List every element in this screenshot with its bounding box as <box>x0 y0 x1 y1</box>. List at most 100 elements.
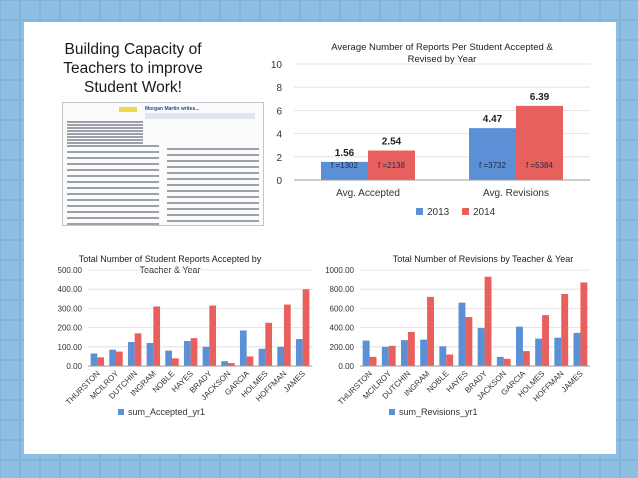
background-tile <box>1 241 19 259</box>
thumbnail-text-line <box>67 181 159 183</box>
legend-swatch <box>118 409 124 415</box>
background-tile <box>501 1 519 19</box>
y-tick-label: 1000.00 <box>325 266 354 275</box>
slide-title-line-2: Teachers to improve <box>63 60 203 77</box>
y-tick-label: 4 <box>276 130 282 141</box>
background-tile <box>1 21 19 39</box>
background-tile <box>341 461 359 478</box>
background-tile <box>1 81 19 99</box>
blog-post-screenshot: Morgan Martin writes... <box>62 102 264 226</box>
thumbnail-text-line <box>67 130 143 132</box>
background-tile <box>61 1 79 19</box>
chart-title-line-2: Revised by Year <box>408 54 477 65</box>
background-tile <box>501 461 519 478</box>
y-tick-label: 8 <box>276 83 282 94</box>
background-tile <box>1 181 19 199</box>
background-tile <box>621 101 638 119</box>
background-tile <box>81 1 99 19</box>
y-tick-label: 2 <box>276 153 282 164</box>
thumbnail-text-line <box>167 208 259 210</box>
thumbnail-text-line <box>67 187 159 189</box>
background-tile <box>321 461 339 478</box>
bar-2014-ingram <box>427 296 434 366</box>
background-tile <box>1 261 19 279</box>
thumbnail-text-line <box>67 133 143 135</box>
bar-2014-james <box>302 289 310 366</box>
bar-2013-mcilroy <box>109 349 116 366</box>
y-tick-label: 200.00 <box>330 343 355 352</box>
y-tick-label: 0.00 <box>338 362 354 371</box>
background-tile <box>1 41 19 59</box>
bar-inner-label: f =1302 <box>331 161 358 170</box>
background-tile <box>1 361 19 379</box>
y-tick-label: 300.00 <box>58 304 83 313</box>
bar-2014-holmes <box>542 315 549 366</box>
background-tile <box>621 261 638 279</box>
bar-2014-hayes <box>465 317 473 366</box>
background-tile <box>481 461 499 478</box>
background-tile <box>621 141 638 159</box>
background-tile <box>201 461 219 478</box>
background-tile <box>401 1 419 19</box>
thumbnail-text-line <box>167 178 259 180</box>
bar-2013-mcilroy <box>381 346 389 366</box>
bar-2013-garcia <box>516 326 523 366</box>
chart-title-line-1: Total Number of Student Reports Accepted… <box>79 254 262 264</box>
thumbnail-text-line <box>67 199 159 201</box>
bar-2014-brady <box>484 276 492 366</box>
y-tick-label: 10 <box>271 60 283 71</box>
y-tick-label: 200.00 <box>58 324 83 333</box>
bar-2014-thurston <box>369 356 377 366</box>
chart-title-line-1: Total Number of Revisions by Teacher & Y… <box>393 254 573 264</box>
bar-2014-ingram <box>153 306 161 366</box>
background-tile <box>161 1 179 19</box>
thumbnail-text-line <box>167 214 259 216</box>
thumbnail-text-line <box>67 142 143 144</box>
thumbnail-text-line <box>67 169 159 171</box>
background-tile <box>1 281 19 299</box>
background-tile <box>141 1 159 19</box>
thumbnail-text-line <box>67 145 159 147</box>
highlight-marker <box>119 107 137 112</box>
legend-swatch-2014 <box>462 208 469 215</box>
y-tick-label: 500.00 <box>58 266 83 275</box>
background-tile <box>281 1 299 19</box>
background-tile <box>121 1 139 19</box>
bar-2013-noble <box>439 346 447 366</box>
background-tile <box>621 421 638 439</box>
background-tile <box>221 461 239 478</box>
thumbnail-text-line <box>67 223 159 225</box>
background-tile <box>1 201 19 219</box>
background-tile <box>1 381 19 399</box>
bar-2013-brady <box>202 346 210 366</box>
thumbnail-text-line <box>67 121 143 123</box>
background-tile <box>381 1 399 19</box>
slide-title: Building Capacity of Teachers to improve… <box>58 40 208 97</box>
background-tile <box>301 1 319 19</box>
bar-2013-brady <box>477 328 485 366</box>
background-tile <box>1 421 19 439</box>
bar-2014-noble <box>446 354 454 366</box>
bar-2013-hayes <box>458 302 466 366</box>
bar-2013-ingram <box>420 339 428 366</box>
background-tile <box>621 161 638 179</box>
bar-2013-jackson <box>496 356 504 366</box>
bar-2013-dutchin <box>127 342 135 366</box>
background-tile <box>621 281 638 299</box>
y-tick-label: 800.00 <box>330 285 355 294</box>
x-category-label: Avg. Accepted <box>336 188 400 199</box>
y-tick-label: 6 <box>276 106 282 117</box>
background-tile <box>261 461 279 478</box>
background-tile <box>1 121 19 139</box>
thumbnail-text-line <box>67 136 143 138</box>
legend-label: sum_Revisions_yr1 <box>399 407 478 417</box>
bar-2013-holmes <box>535 338 543 366</box>
background-tile <box>1 461 19 478</box>
slide: Building Capacity of Teachers to improve… <box>24 22 616 454</box>
thumbnail-text-line <box>67 205 159 207</box>
background-tile <box>361 1 379 19</box>
background-tile <box>241 461 259 478</box>
data-label: 1.56 <box>335 148 355 159</box>
y-tick-label: 400.00 <box>58 285 83 294</box>
thumbnail-text-line <box>67 175 159 177</box>
